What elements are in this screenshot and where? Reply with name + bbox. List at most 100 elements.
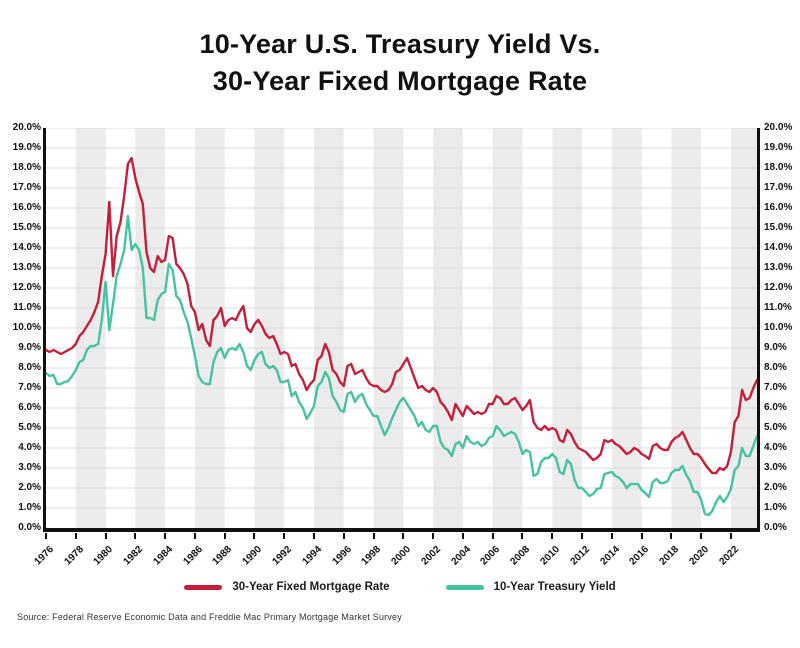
plot-canvas [46,128,757,528]
legend-swatch-mortgage-icon [184,584,223,590]
x-axis-label: 1992 [270,544,295,568]
legend-item-mortgage: 30-Year Fixed Mortgage Rate [184,581,390,593]
series-line-mortgage [46,156,757,475]
x-axis-label: 1982 [121,544,146,568]
x-axis-tick [45,533,47,539]
y-axis-label: 14.0% [12,242,41,253]
y-axis-label: 3.0% [18,462,41,473]
x-axis-label: 2016 [627,544,652,568]
x-axis-tick [729,533,732,539]
y-axis-label: 13.0% [764,262,793,273]
legend-label-treasury: 10-Year Treasury Yield [493,581,616,593]
y-axis-label: 4.0% [764,442,787,453]
chart-title-line1: 10-Year U.S. Treasury Yield Vs. [199,29,601,59]
y-axis-left: 0.0% 1.0% 2.0% 3.0% 4.0% 5.0% 6.0% 7.0% 8.0% 9.0%… [0,122,41,533]
x-axis-label: 2010 [538,544,563,568]
x-axis-label: 2020 [687,544,711,568]
legend-item-treasury: 10-Year Treasury Yield [445,581,616,593]
x-axis-tick [491,533,494,539]
x-axis-label: 1994 [300,544,324,568]
x-axis-label: 1984 [151,544,175,568]
x-axis-label: 1998 [359,544,384,568]
x-axis-tick [223,533,226,539]
y-axis-label: 7.0% [18,382,41,393]
y-axis-label: 5.0% [18,422,41,433]
y-axis-label: 7.0% [764,382,787,393]
x-axis-label: 2014 [598,544,622,568]
x-axis-tick [193,533,196,539]
y-axis-label: 17.0% [12,182,41,193]
series-line-treasury [46,214,757,517]
legend: 30-Year Fixed Mortgage Rate 10-Year Trea… [0,581,800,593]
y-axis-label: 12.0% [764,282,793,293]
y-axis-label: 3.0% [764,462,787,473]
y-axis-label: 6.0% [764,402,787,413]
y-axis-label: 4.0% [18,442,41,453]
y-axis-right: 0.0% 1.0% 2.0% 3.0% 4.0% 5.0% 6.0% 7.0% 8.0% 9.0%… [764,122,800,533]
y-axis-label: 9.0% [764,342,787,353]
x-axis-label: 2012 [568,544,592,568]
x-axis-tick [74,533,77,539]
y-axis-label: 13.0% [12,262,41,273]
x-axis-tick [700,533,703,539]
y-axis-label: 15.0% [764,222,793,233]
source-note: Source: Federal Reserve Economic Data an… [17,612,402,622]
plot-area [43,128,760,532]
y-axis-label: 19.0% [764,142,793,153]
x-axis-label: 1980 [91,544,116,568]
x-axis-label: 2018 [657,544,682,568]
y-axis-label: 9.0% [18,342,41,353]
y-axis-label: 18.0% [764,162,793,173]
x-axis-label: 2008 [508,544,533,568]
y-axis-label: 17.0% [764,182,793,193]
x-axis-label: 1988 [210,544,235,568]
x-axis-label: 2002 [419,544,443,568]
legend-swatch-treasury-icon [445,584,484,590]
x-axis-tick [134,533,137,539]
x-axis-label: 1976 [32,544,56,568]
legend-label-mortgage: 30-Year Fixed Mortgage Rate [232,581,390,593]
x-axis-label: 1978 [62,544,86,568]
x-axis-label: 2000 [389,544,414,568]
y-axis-label: 19.0% [12,142,41,153]
chart-title-line2: 30-Year Fixed Mortgage Rate [212,66,588,96]
y-axis-label: 16.0% [12,202,41,213]
x-axis-label: 2006 [478,544,503,568]
y-axis-label: 10.0% [764,322,793,333]
y-axis-label: 6.0% [18,402,41,413]
y-axis-label: 11.0% [764,302,792,313]
x-axis-tick [461,533,464,539]
x-axis-tick [342,533,345,539]
y-axis-label: 16.0% [764,202,793,213]
x-axis-tick [402,533,405,539]
y-axis-label: 12.0% [12,282,41,293]
y-axis-label: 20.0% [12,122,41,133]
y-axis-label: 18.0% [12,162,41,173]
y-axis-label: 15.0% [12,222,41,233]
x-axis-label: 1990 [240,544,265,568]
y-axis-label: 20.0% [764,122,793,133]
x-axis-label: 2022 [717,544,741,568]
x-axis-tick [372,533,375,539]
y-axis-label: 14.0% [764,242,793,253]
x-axis-tick [283,533,286,539]
x-axis-label: 1996 [330,544,354,568]
x-axis-tick [253,533,256,539]
y-axis-label: 8.0% [764,362,787,373]
y-axis-label: 1.0% [18,502,41,513]
x-axis-tick [670,533,673,539]
x-axis-tick [551,533,554,539]
x-axis-tick [610,533,613,539]
x-axis-tick [313,533,316,539]
x-axis-tick [432,533,435,539]
x-axis-label: 1986 [181,544,205,568]
x-axis-tick [640,533,643,539]
y-axis-label: 11.0% [13,302,41,313]
y-axis-label: 0.0% [764,522,787,533]
x-axis-label: 2004 [449,544,473,568]
x-axis-tick [581,533,584,539]
y-axis-label: 2.0% [18,482,41,493]
x-axis-tick [104,533,107,539]
y-axis-label: 2.0% [764,482,787,493]
